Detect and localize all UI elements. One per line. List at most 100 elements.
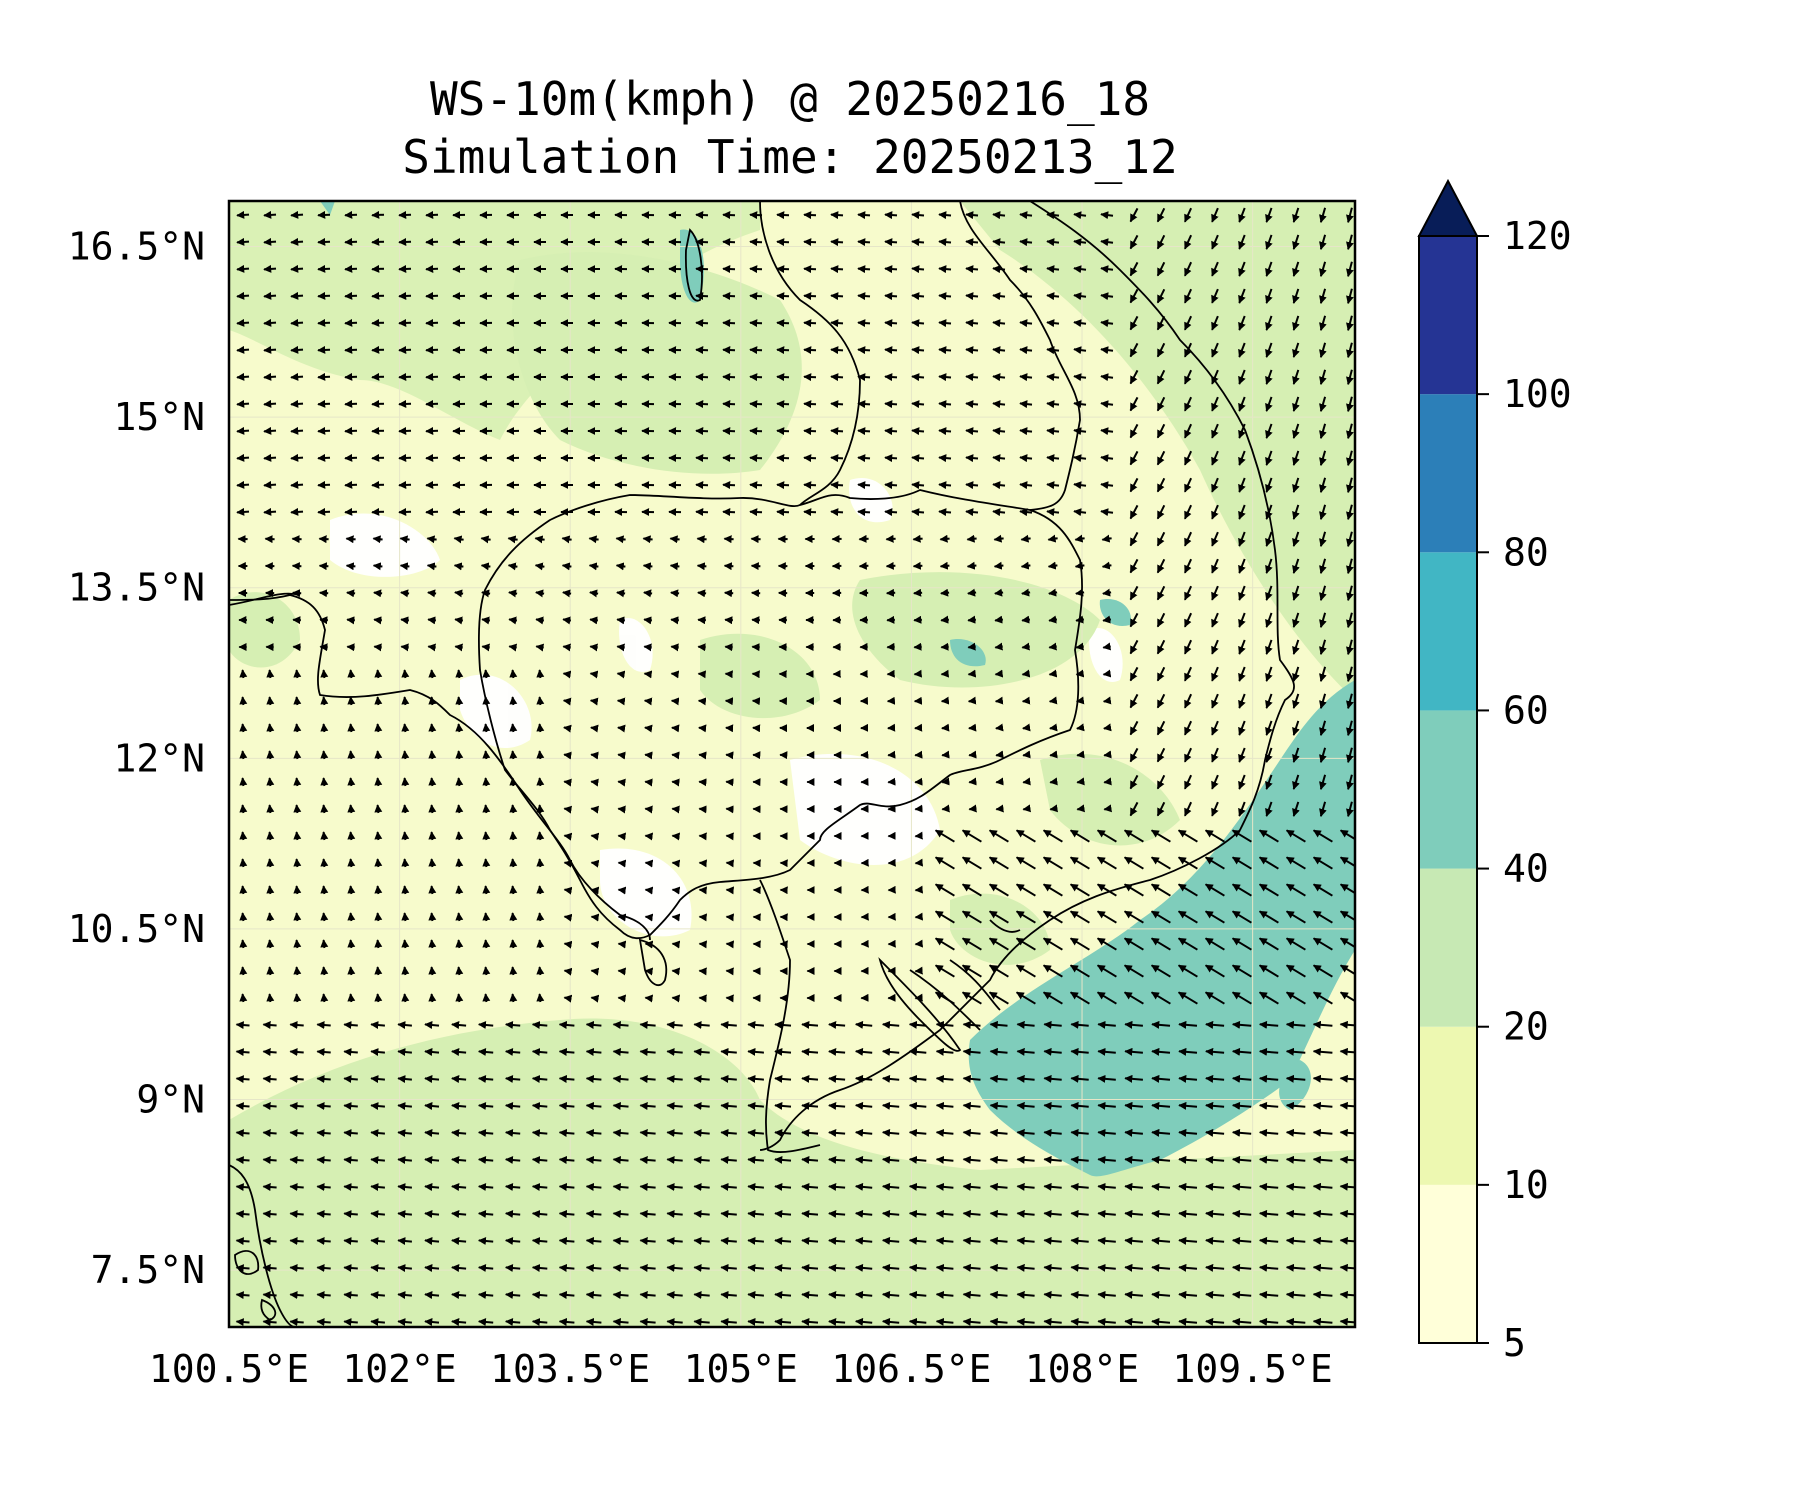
colorbar-tick-label: 80 [1503,530,1549,574]
wind-arrow [1292,720,1300,736]
wind-arrow [1042,910,1063,924]
wind-arrow [1312,1263,1333,1272]
wind-arrow [235,1183,250,1192]
colorbar-tick-label: 120 [1503,214,1572,258]
wind-arrow [558,1155,575,1164]
wind-arrow [1123,991,1144,1005]
wind-vectors [235,207,1355,1327]
wind-arrow [1183,585,1193,601]
wind-arrow [1049,804,1059,813]
wind-arrow [1049,723,1058,732]
wind-arrow [370,1075,385,1084]
wind-arrow [1285,1074,1306,1083]
wind-arrow [1265,369,1273,385]
wind-arrow [1238,261,1246,277]
wind-arrow [612,1101,629,1110]
wind-arrow [1231,991,1252,1005]
wind-arrow [1101,561,1112,570]
wind-arrow [882,1317,900,1326]
wind-arrow [1074,534,1085,543]
wind-arrow [962,1020,981,1029]
wind-arrow [995,777,1004,786]
wind-arrow [1076,723,1085,732]
wind-arrow [320,831,329,841]
wind-arrow [1048,615,1058,624]
wind-arrow [1097,1236,1116,1245]
wind-arrow [1016,1317,1035,1326]
wind-arrow [639,1209,656,1218]
wind-arrow [1346,504,1354,521]
wind-arrow [1043,1047,1062,1056]
wind-arrow [262,1156,277,1165]
wind-arrow [320,939,329,949]
wind-arrow [698,751,707,760]
wind-arrow [451,1264,467,1272]
wind-arrow [482,831,491,841]
wind-arrow [1346,531,1354,548]
wind-arrow [531,1318,548,1326]
wind-arrow [290,291,304,300]
wind-arrow [558,1020,575,1029]
wind-arrow [774,1236,792,1245]
wind-arrow [938,346,952,355]
wind-arrow [1319,261,1327,277]
wind-arrow [290,237,304,246]
wind-arrow [1021,642,1030,651]
wind-arrow [776,292,790,301]
wind-arrow [373,616,383,625]
wind-arrow [1265,234,1273,250]
wind-arrow [505,1237,521,1245]
wind-arrow [1312,1209,1333,1218]
wind-arrow [1312,883,1333,897]
wind-arrow [1292,342,1300,358]
wind-arrow [989,1317,1008,1326]
wind-arrow [940,588,950,597]
wind-arrow [343,1075,358,1084]
wind-arrow [992,319,1006,328]
wind-arrow [509,750,518,760]
wind-arrow [1232,1263,1252,1272]
wind-arrow [1075,588,1085,597]
wind-arrow [320,750,329,760]
wind-arrow [644,940,654,949]
wind-arrow [1102,615,1112,624]
wind-arrow [455,723,464,733]
wind-arrow [317,210,331,219]
wind-arrow [1319,423,1327,439]
wind-arrow [397,1156,412,1165]
wind-arrow [347,966,356,976]
wind-arrow [666,1290,683,1299]
wind-arrow [1238,396,1246,412]
wind-arrow [424,1237,440,1246]
wind-arrow [1178,1155,1198,1164]
wind-arrow [1102,669,1112,678]
wind-arrow [1073,400,1087,409]
wind-arrow [989,1101,1008,1110]
wind-arrow [536,669,545,679]
wind-arrow [966,561,977,570]
wind-arrow [1100,454,1114,463]
lat-tick-label: 13.5°N [68,566,205,610]
wind-arrow [720,1236,737,1245]
wind-arrow [1129,801,1139,817]
wind-arrow [1124,1209,1143,1218]
wind-arrow [857,454,871,463]
wind-arrow [639,1047,656,1056]
wind-arrow [617,778,626,787]
wind-arrow [967,696,977,705]
wind-arrow [1069,910,1090,924]
wind-arrow [1124,1182,1143,1191]
cambodia-border [477,489,1083,940]
wind-arrow [882,1074,900,1083]
wind-arrow [617,751,626,760]
wind-arrow [884,508,898,517]
wind-arrow [427,589,437,598]
wind-arrow [1211,531,1219,547]
wind-arrow [1129,396,1139,412]
wind-arrow [1285,1317,1306,1326]
wind-arrow [1238,612,1246,628]
wind-arrow [1211,423,1219,439]
wind-arrow [1049,777,1058,786]
wind-arrow [1019,346,1033,355]
wind-arrow [693,1317,710,1326]
